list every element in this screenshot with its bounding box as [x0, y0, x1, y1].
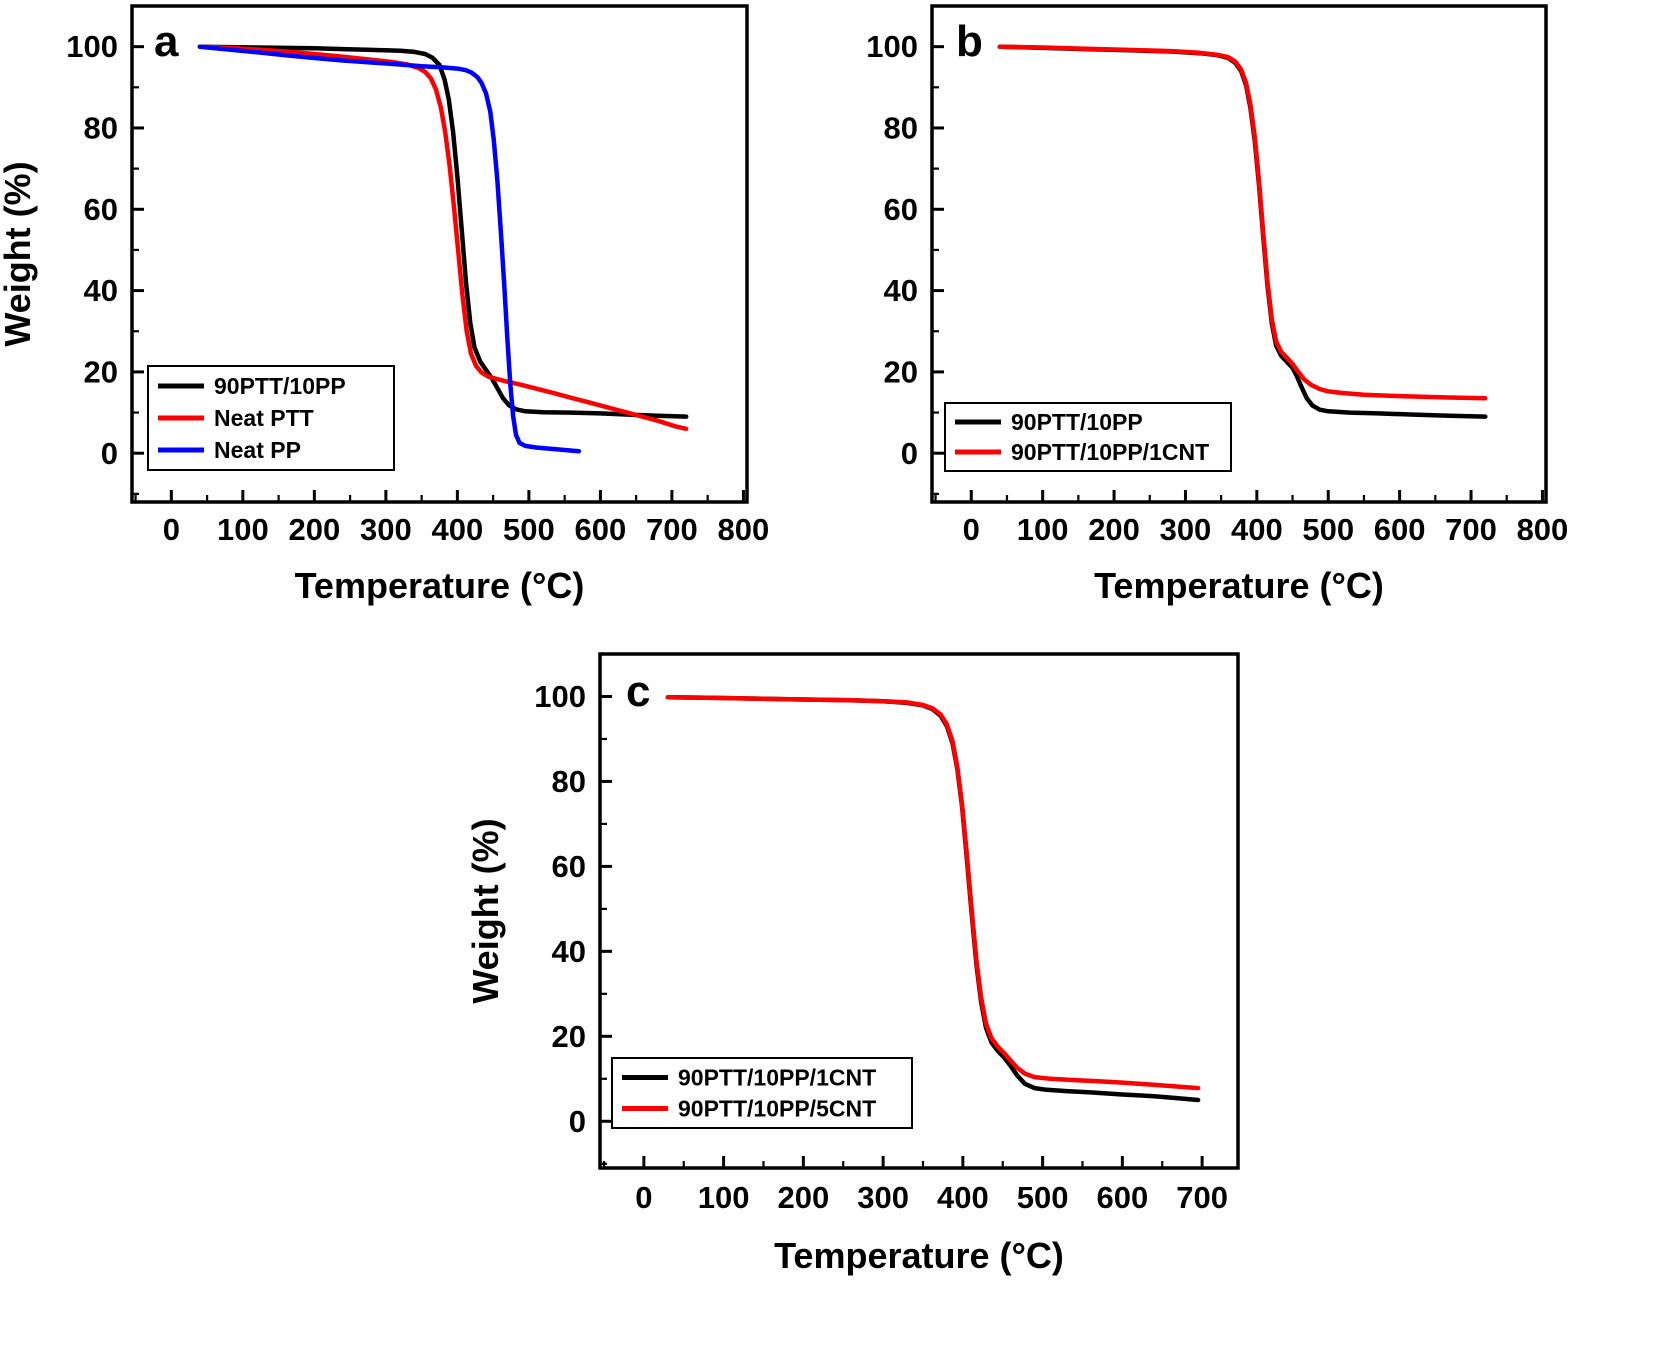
axis-ticks — [932, 45, 1544, 502]
x-tick-label: 100 — [1017, 512, 1069, 547]
legend-box — [944, 402, 1232, 472]
chart-panel-b: 0 100 200 300 400 500 600 700 800 0 20 40 60 80 100 Tem… — [854, 0, 1654, 620]
legend: 90PTT/10PP/1CNT 90PTT/10PP/5CNT — [611, 1057, 913, 1129]
x-tick-label: 400 — [937, 1180, 989, 1215]
y-tick-label: 60 — [552, 849, 586, 884]
plot-area: 0 100 200 300 400 500 600 700 800 0 20 40 60 80 100 Tem… — [866, 4, 1568, 606]
x-tick-label: 200 — [777, 1180, 829, 1215]
panel-letter: a — [154, 17, 179, 66]
y-tick-label: 20 — [84, 354, 118, 389]
panel-letter: b — [956, 17, 983, 66]
axis-tick-labels: 0 100 200 300 400 500 600 700 0 20 40 60 80 100 — [534, 679, 1228, 1215]
y-tick-label: 100 — [866, 29, 918, 64]
series-line-neat-pp — [197, 44, 582, 454]
tga-chart-a: 0 100 200 300 400 500 600 700 800 0 20 40 60 80 100 Tem… — [0, 4, 769, 606]
tga-chart-b: 0 100 200 300 400 500 600 700 800 0 20 40 60 80 100 Tem… — [866, 4, 1568, 606]
legend-label: 90PTT/10PP/1CNT — [678, 1065, 876, 1091]
y-tick-label: 100 — [66, 29, 118, 64]
y-tick-label: 0 — [901, 436, 918, 471]
y-tick-label: 100 — [534, 679, 586, 714]
y-tick-label: 60 — [884, 192, 918, 227]
y-tick-label: 40 — [884, 273, 918, 308]
y-tick-label: 60 — [84, 192, 118, 227]
y-axis-title: Weight (%) — [0, 161, 38, 346]
x-axis-title: Temperature (°C) — [295, 565, 585, 606]
plot-area: 0 100 200 300 400 500 600 700 0 20 40 60 80 100 Temper… — [470, 652, 1240, 1276]
series-line-90ptt-10pp — [197, 44, 689, 419]
x-tick-label: 600 — [1374, 512, 1426, 547]
x-tick-label: 400 — [432, 512, 484, 547]
legend-box — [147, 365, 395, 471]
axis-ticks — [132, 45, 745, 502]
legend-label: 90PTT/10PP/5CNT — [678, 1096, 876, 1122]
x-tick-label: 300 — [360, 512, 412, 547]
x-axis-title: Temperature (°C) — [1094, 565, 1384, 606]
x-tick-label: 700 — [646, 512, 698, 547]
x-tick-label: 300 — [857, 1180, 909, 1215]
legend-box — [611, 1057, 913, 1129]
tga-chart-c: 0 100 200 300 400 500 600 700 0 20 40 60 80 100 Temper… — [470, 652, 1240, 1276]
x-tick-label: 300 — [1160, 512, 1212, 547]
legend-label: Neat PTT — [214, 405, 314, 431]
y-tick-label: 80 — [84, 111, 118, 146]
x-tick-label: 700 — [1445, 512, 1497, 547]
x-axis-title: Temperature (°C) — [774, 1235, 1064, 1276]
x-tick-label: 0 — [163, 512, 180, 547]
x-tick-label: 500 — [1017, 1180, 1069, 1215]
legend-label: 90PTT/10PP/1CNT — [1011, 439, 1209, 465]
x-tick-label: 500 — [503, 512, 555, 547]
y-tick-label: 0 — [569, 1104, 586, 1139]
legend-label: 90PTT/10PP — [214, 373, 346, 399]
legend-label: Neat PP — [214, 437, 301, 463]
x-tick-label: 800 — [718, 512, 770, 547]
chart-panel-a: 0 100 200 300 400 500 600 700 800 0 20 40 60 80 100 Tem… — [0, 0, 820, 620]
axis-tick-labels: 0 100 200 300 400 500 600 700 800 0 20 40 60 80 100 — [66, 29, 769, 547]
x-tick-label: 600 — [1096, 1180, 1148, 1215]
legend: 90PTT/10PP Neat PTT Neat PP — [147, 365, 395, 471]
x-tick-label: 600 — [575, 512, 627, 547]
x-tick-label: 500 — [1302, 512, 1354, 547]
y-tick-label: 20 — [884, 354, 918, 389]
x-tick-label: 200 — [1088, 512, 1140, 547]
axis-ticks — [600, 694, 1204, 1168]
panel-letter: c — [626, 667, 650, 716]
x-tick-label: 200 — [288, 512, 340, 547]
series-line-90ptt-10pp-5cnt — [665, 695, 1201, 1091]
y-axis-title: Weight (%) — [470, 818, 506, 1003]
y-tick-label: 40 — [552, 934, 586, 969]
x-tick-label: 400 — [1231, 512, 1283, 547]
x-tick-label: 700 — [1176, 1180, 1228, 1215]
y-tick-label: 80 — [552, 764, 586, 799]
legend: 90PTT/10PP 90PTT/10PP/1CNT — [944, 402, 1232, 472]
series-line-90ptt-10pp-1cnt — [997, 44, 1488, 401]
x-tick-label: 100 — [698, 1180, 750, 1215]
y-tick-label: 0 — [101, 436, 118, 471]
x-tick-label: 100 — [217, 512, 269, 547]
plot-area: 0 100 200 300 400 500 600 700 800 0 20 40 60 80 100 Tem… — [0, 4, 769, 606]
x-tick-label: 0 — [963, 512, 980, 547]
legend-label: 90PTT/10PP — [1011, 409, 1143, 435]
x-tick-label: 0 — [635, 1180, 652, 1215]
y-tick-label: 80 — [884, 111, 918, 146]
axis-tick-labels: 0 100 200 300 400 500 600 700 800 0 20 40 60 80 100 — [866, 29, 1568, 547]
y-tick-label: 20 — [552, 1019, 586, 1054]
chart-panel-c: 0 100 200 300 400 500 600 700 0 20 40 60 80 100 Temper… — [470, 640, 1320, 1348]
y-tick-label: 40 — [84, 273, 118, 308]
series-line-neat-ptt — [197, 44, 689, 432]
x-tick-label: 800 — [1517, 512, 1569, 547]
